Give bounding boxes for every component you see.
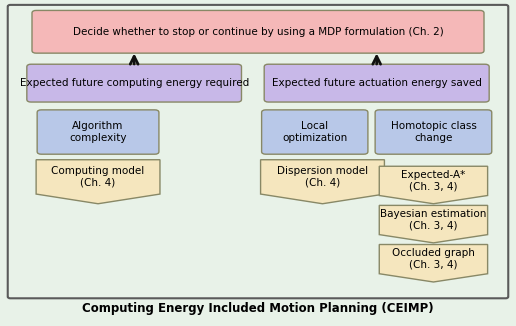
FancyBboxPatch shape bbox=[8, 5, 508, 298]
Text: Expected future computing energy required: Expected future computing energy require… bbox=[20, 78, 249, 88]
Polygon shape bbox=[36, 160, 160, 204]
FancyBboxPatch shape bbox=[27, 64, 241, 102]
Text: Computing Energy Included Motion Planning (CEIMP): Computing Energy Included Motion Plannin… bbox=[82, 302, 434, 315]
Text: Algorithm
complexity: Algorithm complexity bbox=[69, 121, 127, 143]
FancyBboxPatch shape bbox=[262, 110, 368, 154]
Polygon shape bbox=[379, 205, 488, 243]
Text: Local
optimization: Local optimization bbox=[282, 121, 347, 143]
Text: Occluded graph
(Ch. 3, 4): Occluded graph (Ch. 3, 4) bbox=[392, 248, 475, 270]
Text: Expected-A*
(Ch. 3, 4): Expected-A* (Ch. 3, 4) bbox=[401, 170, 465, 192]
Text: Dispersion model
(Ch. 4): Dispersion model (Ch. 4) bbox=[277, 166, 368, 188]
FancyBboxPatch shape bbox=[32, 10, 484, 53]
Text: Expected future actuation energy saved: Expected future actuation energy saved bbox=[272, 78, 481, 88]
Text: Computing model
(Ch. 4): Computing model (Ch. 4) bbox=[52, 166, 144, 188]
Polygon shape bbox=[261, 160, 384, 204]
Polygon shape bbox=[379, 244, 488, 282]
Text: Bayesian estimation
(Ch. 3, 4): Bayesian estimation (Ch. 3, 4) bbox=[380, 209, 487, 231]
FancyBboxPatch shape bbox=[37, 110, 159, 154]
FancyBboxPatch shape bbox=[264, 64, 489, 102]
FancyBboxPatch shape bbox=[375, 110, 492, 154]
Text: Decide whether to stop or continue by using a MDP formulation (Ch. 2): Decide whether to stop or continue by us… bbox=[73, 27, 443, 37]
Text: Homotopic class
change: Homotopic class change bbox=[391, 121, 476, 143]
Polygon shape bbox=[379, 166, 488, 204]
